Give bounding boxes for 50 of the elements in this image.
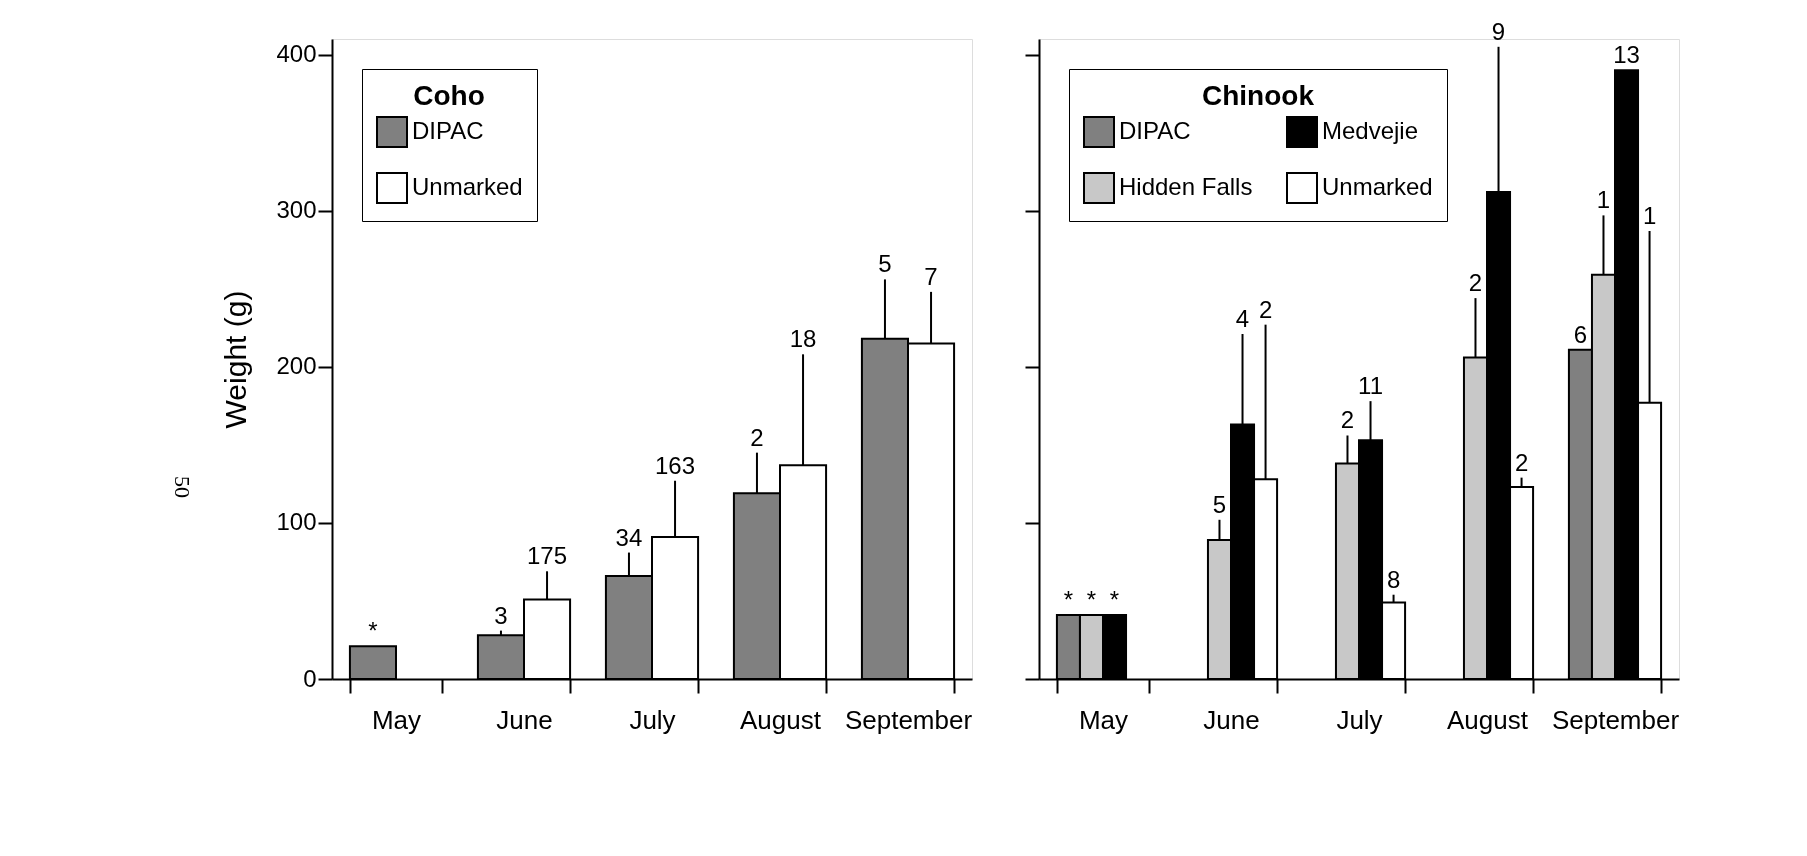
- annotation: 163: [655, 451, 696, 479]
- annotation: *: [1086, 586, 1097, 613]
- legend-label: DIPAC: [412, 117, 484, 144]
- legend-title: Coho: [413, 80, 485, 111]
- x-tick-label: September: [844, 704, 973, 735]
- x-tick-label: August: [1447, 704, 1529, 735]
- x-tick-label: June: [1203, 704, 1260, 735]
- annotation: 4: [1235, 305, 1250, 333]
- x-tick-label: July: [1336, 704, 1383, 735]
- x-tick-label: June: [496, 704, 553, 735]
- annotation: 8: [1386, 565, 1401, 593]
- x-tick-label: May: [371, 704, 422, 735]
- annotation: 1: [1642, 202, 1657, 229]
- x-tick-label: May: [1078, 704, 1129, 735]
- legend-label: Unmarked: [1322, 173, 1433, 200]
- annotation: 175: [527, 542, 568, 570]
- annotation: *: [1109, 586, 1120, 613]
- x-tick-label: July: [629, 704, 676, 735]
- annotation: *: [1063, 586, 1074, 613]
- annotation: 7: [924, 262, 938, 290]
- legend-title: Chinook: [1202, 80, 1315, 111]
- annotation: 11: [1358, 372, 1383, 400]
- annotation: 5: [878, 250, 892, 278]
- annotation: 2: [750, 423, 764, 451]
- y-tick-label: 100: [276, 508, 317, 536]
- x-tick-label: August: [740, 704, 822, 735]
- y-tick-label: 400: [276, 40, 317, 68]
- annotation: *: [368, 617, 378, 645]
- annotation: 2: [1468, 269, 1483, 297]
- y-tick-label: 200: [276, 352, 317, 380]
- annotation: 13: [1613, 41, 1640, 69]
- annotation: 34: [615, 523, 643, 551]
- legend-label: DIPAC: [1119, 117, 1191, 144]
- y-tick-label: 0: [303, 664, 317, 692]
- annotation: 1: [1596, 186, 1611, 214]
- annotation: 5: [1212, 490, 1227, 518]
- legend-label: Unmarked: [412, 173, 523, 200]
- y-axis-title: Weight (g): [219, 290, 253, 429]
- x-tick-label: September: [1551, 704, 1680, 735]
- annotation: 18: [789, 325, 817, 353]
- legend-label: Medvejie: [1322, 117, 1419, 144]
- legend-label: Hidden Falls: [1119, 173, 1253, 200]
- annotation: 2: [1514, 448, 1529, 476]
- annotation: 2: [1258, 295, 1273, 323]
- y-tick-label: 300: [276, 196, 317, 224]
- annotation: 2: [1340, 406, 1355, 434]
- text: 50: [170, 476, 195, 498]
- annotation: 6: [1573, 320, 1588, 348]
- annotation: 9: [1491, 17, 1506, 45]
- annotation: 3: [494, 601, 508, 629]
